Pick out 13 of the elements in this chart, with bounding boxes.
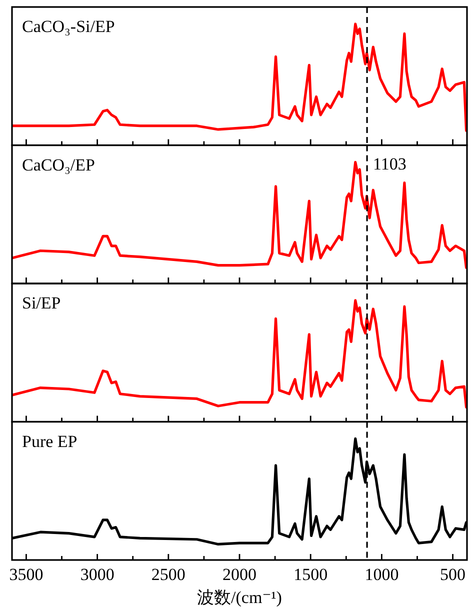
chart-title: CaCO₃-Si/EP: [22, 17, 115, 36]
x-axis-title: 波数/(cm⁻¹): [197, 588, 282, 607]
x-tick-label: 1000: [364, 565, 399, 584]
chart-title: Pure EP: [22, 432, 78, 451]
chart-title: CaCO₃/EP: [22, 155, 95, 174]
x-tick-label: 2500: [151, 565, 186, 584]
x-tick-label: 2000: [222, 565, 256, 584]
chart-title: Si/EP: [22, 294, 61, 312]
ref-line-label: 1103: [373, 154, 406, 174]
x-tick-label: 1500: [294, 565, 328, 584]
x-tick-label: 3500: [9, 565, 44, 584]
x-tick-label: 500: [440, 565, 466, 584]
x-tick-label: 3000: [80, 565, 114, 584]
